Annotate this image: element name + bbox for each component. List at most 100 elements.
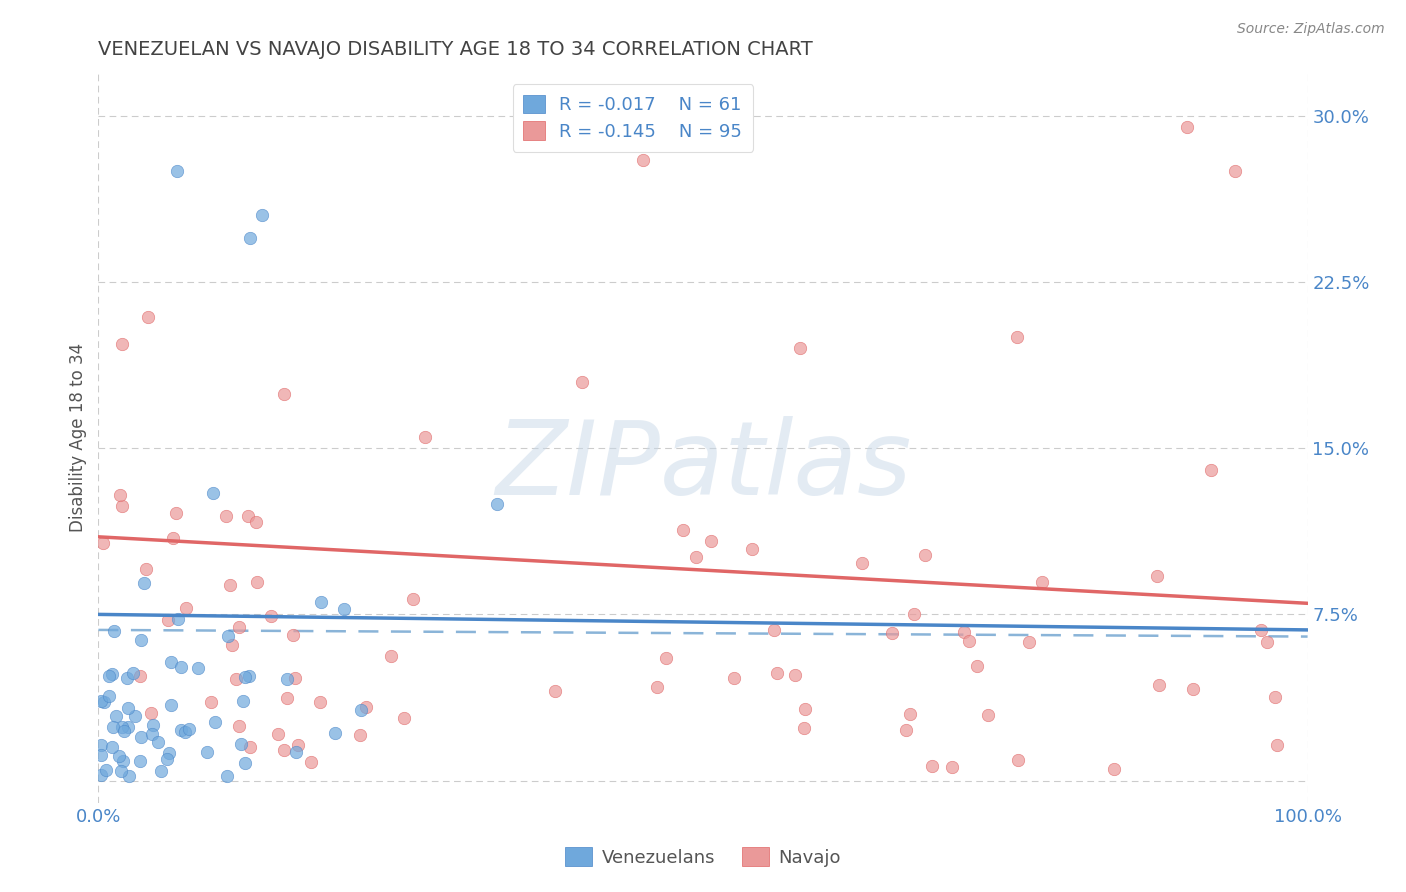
Text: VENEZUELAN VS NAVAJO DISABILITY AGE 18 TO 34 CORRELATION CHART: VENEZUELAN VS NAVAJO DISABILITY AGE 18 T…	[98, 39, 813, 59]
Point	[146, 735, 169, 749]
Point	[195, 745, 218, 759]
Point	[132, 575, 155, 590]
Legend: R = -0.017    N = 61, R = -0.145    N = 95: R = -0.017 N = 61, R = -0.145 N = 95	[513, 84, 754, 152]
Point	[1223, 164, 1246, 178]
Point	[287, 739, 309, 753]
Point	[233, 670, 256, 684]
Point	[977, 708, 1000, 723]
Point	[260, 608, 283, 623]
Point	[645, 680, 668, 694]
Point	[672, 524, 695, 538]
Point	[103, 720, 125, 734]
Point	[97, 669, 120, 683]
Point	[160, 655, 183, 669]
Point	[350, 703, 373, 717]
Point	[903, 607, 925, 621]
Point	[236, 509, 259, 524]
Point	[200, 695, 222, 709]
Point	[129, 754, 152, 768]
Point	[201, 486, 224, 500]
Point	[1007, 753, 1029, 767]
Point	[179, 722, 201, 736]
Point	[124, 709, 146, 723]
Point	[129, 730, 152, 744]
Point	[112, 724, 135, 739]
Point	[150, 764, 173, 778]
Point	[323, 726, 346, 740]
Point	[284, 671, 307, 685]
Point	[1031, 575, 1053, 590]
Point	[685, 549, 707, 564]
Point	[232, 694, 254, 708]
Point	[156, 614, 179, 628]
Point	[723, 671, 745, 685]
Point	[90, 748, 112, 763]
Point	[138, 310, 160, 324]
Point	[281, 628, 304, 642]
Point	[204, 715, 226, 730]
Point	[239, 230, 262, 244]
Point	[851, 556, 873, 570]
Point	[308, 696, 330, 710]
Point	[1264, 690, 1286, 705]
Point	[231, 737, 253, 751]
Point	[921, 759, 943, 773]
Point	[763, 624, 786, 638]
Point	[156, 752, 179, 766]
Point	[1182, 681, 1205, 696]
Point	[309, 594, 332, 608]
Point	[1146, 569, 1168, 583]
Point	[276, 672, 298, 686]
Point	[766, 665, 789, 680]
Point	[129, 632, 152, 647]
Point	[898, 706, 921, 721]
Point	[1175, 120, 1198, 134]
Point	[167, 612, 190, 626]
Point	[543, 684, 565, 698]
Point	[273, 743, 295, 757]
Point	[108, 488, 131, 502]
Point	[953, 625, 976, 640]
Point	[413, 430, 436, 444]
Point	[170, 659, 193, 673]
Point	[121, 665, 143, 680]
Point	[141, 727, 163, 741]
Point	[700, 533, 723, 548]
Point	[741, 541, 763, 556]
Text: Source: ZipAtlas.com: Source: ZipAtlas.com	[1237, 22, 1385, 37]
Point	[93, 695, 115, 709]
Point	[380, 648, 402, 663]
Point	[794, 702, 817, 716]
Point	[250, 209, 273, 223]
Point	[165, 506, 187, 520]
Point	[98, 689, 121, 703]
Point	[571, 375, 593, 389]
Point	[174, 724, 197, 739]
Point	[239, 740, 262, 755]
Point	[117, 701, 139, 715]
Point	[141, 706, 163, 720]
Point	[785, 668, 807, 682]
Point	[101, 667, 124, 681]
Point	[135, 561, 157, 575]
Point	[285, 745, 308, 759]
Text: ZIPatlas: ZIPatlas	[495, 417, 911, 516]
Point	[118, 769, 141, 783]
Point	[218, 577, 240, 591]
Point	[1007, 330, 1029, 344]
Point	[174, 601, 197, 615]
Point	[631, 153, 654, 167]
Point	[299, 755, 322, 769]
Point	[273, 387, 295, 401]
Point	[187, 661, 209, 675]
Point	[349, 728, 371, 742]
Point	[1018, 635, 1040, 649]
Point	[160, 698, 183, 712]
Point	[91, 536, 114, 550]
Point	[107, 749, 129, 764]
Point	[957, 634, 980, 648]
Point	[245, 574, 267, 589]
Point	[225, 672, 247, 686]
Point	[157, 746, 180, 760]
Point	[129, 669, 152, 683]
